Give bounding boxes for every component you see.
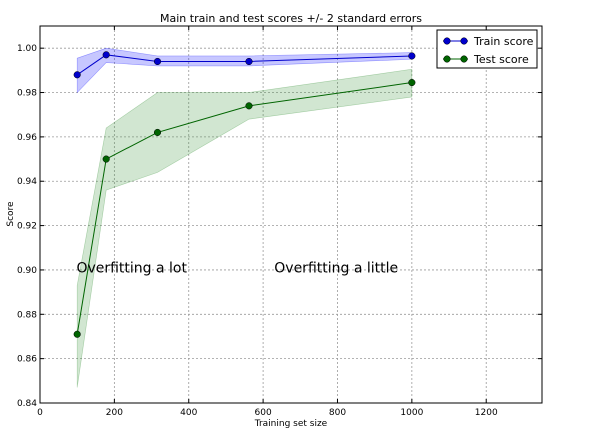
legend-swatch-marker	[460, 37, 468, 45]
chart-title: Main train and test scores +/- 2 standar…	[160, 12, 422, 25]
y-tick-label: 0.90	[17, 266, 37, 276]
legend-swatch-marker	[443, 37, 451, 45]
y-tick-label: 0.84	[17, 399, 37, 409]
test-score-error-band	[76, 68, 413, 388]
test-score-point	[245, 102, 253, 110]
axis-ticks: 0 200 400 600 800 1000 1200 0.84 0.86 0.88 0.90 0.9…	[17, 26, 542, 418]
x-tick-label: 1000	[400, 408, 423, 418]
grid-lines	[39, 26, 542, 404]
train-score-point	[102, 51, 110, 59]
x-axis-label: Training set size	[254, 419, 328, 429]
y-tick-label: 0.86	[17, 355, 37, 365]
y-tick-label: 1.00	[17, 44, 37, 54]
y-axis-label: Score	[6, 201, 16, 227]
y-tick-label: 0.94	[17, 177, 37, 187]
train-score-point	[73, 71, 81, 79]
plot-frame	[39, 25, 543, 404]
error-bands	[76, 47, 413, 388]
legend-label: Train score	[473, 35, 534, 48]
train-score-point	[153, 57, 162, 66]
test-score-point	[102, 155, 110, 163]
train-score-point	[408, 52, 416, 60]
y-tick-label: 0.96	[17, 133, 37, 143]
legend: Train score Test score	[436, 29, 538, 69]
test-score-point	[73, 330, 81, 338]
legend-item-train-score: Train score	[443, 35, 534, 48]
annotations: Overfitting a lot Overfitting a little	[76, 261, 398, 277]
test-score-point	[408, 79, 416, 87]
annotation-text: Overfitting a lot	[76, 261, 187, 277]
x-tick-label: 800	[329, 408, 346, 418]
y-tick-label: 0.98	[17, 89, 37, 99]
x-tick-label: 200	[106, 408, 123, 418]
x-tick-label: 600	[255, 408, 272, 418]
x-tick-label: 400	[180, 408, 197, 418]
legend-box	[436, 29, 538, 69]
y-tick-label: 0.92	[17, 222, 37, 232]
annotation-text: Overfitting a little	[274, 261, 398, 277]
legend-swatch-marker	[460, 55, 468, 63]
test-score-point	[153, 128, 162, 136]
y-tick-label: 0.88	[17, 310, 37, 320]
legend-item-test-score: Test score	[443, 53, 529, 66]
legend-swatch-marker	[443, 55, 451, 63]
series-points	[73, 51, 416, 338]
legend-label: Test score	[473, 53, 529, 66]
x-tick-label: 0	[37, 408, 43, 418]
x-tick-label: 1200	[475, 408, 498, 418]
train-score-point	[245, 57, 253, 66]
